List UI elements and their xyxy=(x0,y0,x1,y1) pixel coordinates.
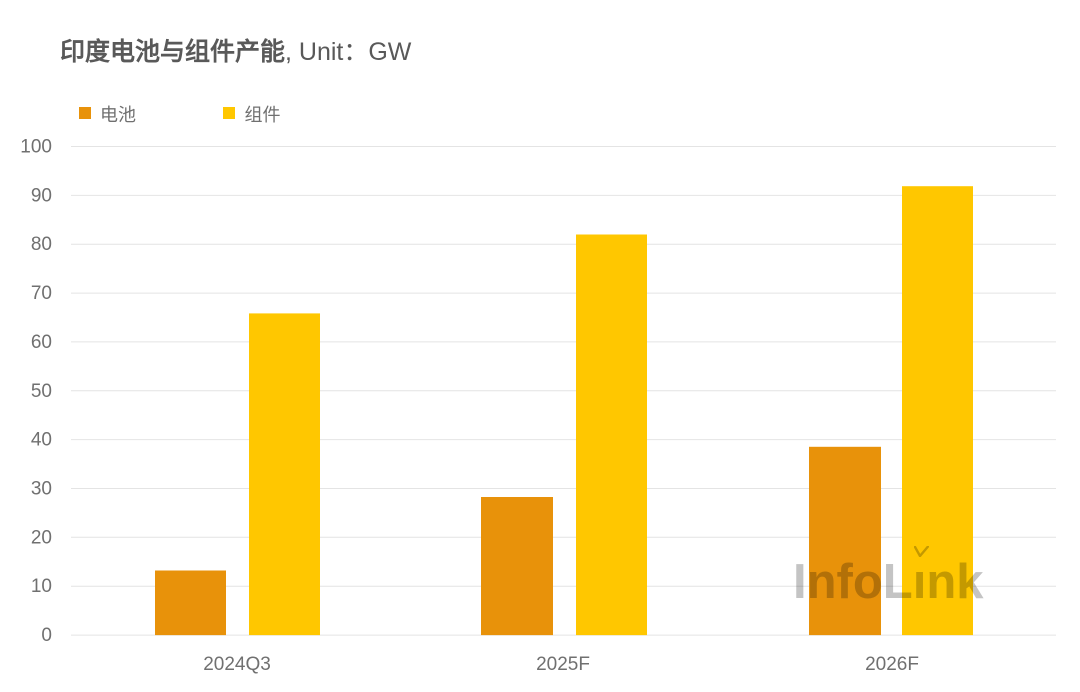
svg-text:2025F: 2025F xyxy=(536,654,590,675)
svg-text:100: 100 xyxy=(20,137,52,158)
svg-text:20: 20 xyxy=(31,527,52,548)
svg-text:70: 70 xyxy=(31,283,52,304)
svg-text:10: 10 xyxy=(31,576,52,597)
svg-text:60: 60 xyxy=(31,332,52,353)
svg-text:2026F: 2026F xyxy=(865,654,919,675)
svg-text:40: 40 xyxy=(31,430,52,451)
svg-text:90: 90 xyxy=(31,185,52,206)
svg-text:50: 50 xyxy=(31,381,52,402)
svg-text:2024Q3: 2024Q3 xyxy=(203,654,271,675)
svg-text:30: 30 xyxy=(31,479,52,500)
svg-text:80: 80 xyxy=(31,234,52,255)
svg-text:0: 0 xyxy=(41,625,52,646)
